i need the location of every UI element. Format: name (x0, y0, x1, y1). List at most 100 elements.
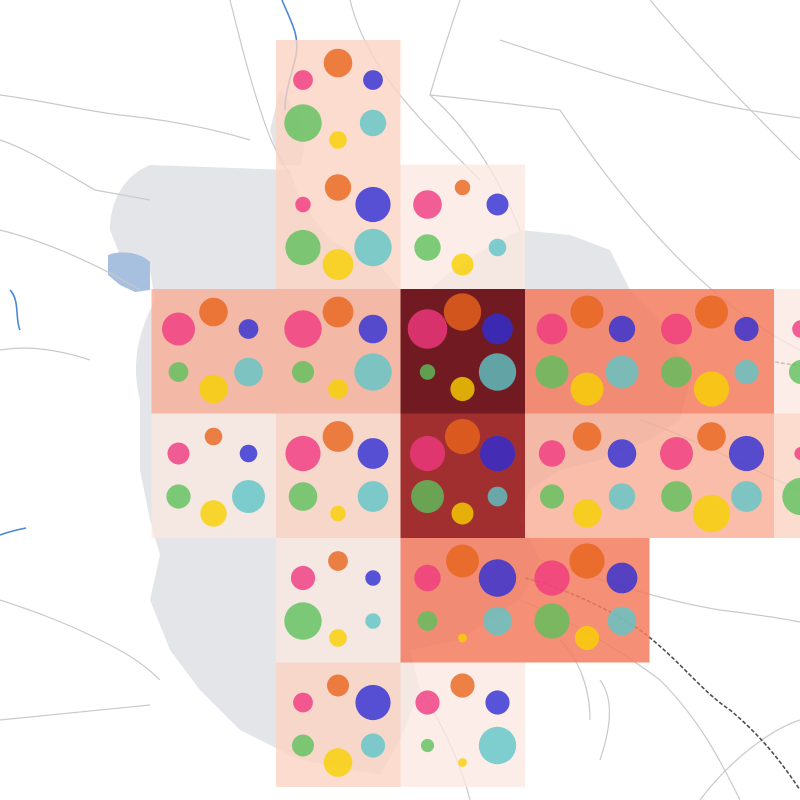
grid-cell[interactable] (774, 413, 800, 539)
glyph-circle (693, 371, 730, 407)
road (429, 0, 561, 111)
glyph-circle (239, 444, 258, 463)
glyph-circle (324, 174, 352, 201)
glyph-circle (420, 738, 435, 753)
glyph-circle (293, 70, 313, 90)
glyph-circle (572, 422, 602, 451)
glyph-circle (327, 674, 349, 697)
glyph-circle (482, 313, 513, 345)
glyph-circle (788, 359, 800, 385)
glyph-circle (414, 564, 441, 592)
glyph-circle (792, 320, 800, 338)
glyph-circle (238, 319, 259, 339)
glyph-circle (323, 748, 353, 777)
glyph-circle (605, 355, 639, 389)
glyph-circle (607, 606, 637, 636)
glyph-circle (608, 483, 636, 510)
road (0, 229, 141, 291)
grid-cell[interactable] (400, 164, 526, 290)
glyph-circle (731, 481, 762, 512)
glyph-circle (483, 606, 512, 636)
glyph-circle (661, 313, 692, 345)
glyph-circle (284, 602, 322, 640)
glyph-circle (534, 603, 570, 639)
glyph-circle (539, 484, 565, 509)
grid-cell[interactable] (276, 538, 401, 663)
grid-cell-fill (774, 413, 800, 538)
river (9, 289, 21, 331)
road (0, 139, 151, 201)
grid-cell[interactable] (276, 413, 401, 539)
glyph-circle (234, 357, 263, 387)
glyph-circle (478, 726, 517, 765)
glyph-circle (570, 372, 604, 406)
grid-cell[interactable] (400, 413, 526, 539)
glyph-circle (167, 442, 190, 465)
grid-cell[interactable] (649, 289, 775, 414)
glyph-circle (485, 690, 510, 715)
glyph-circle (162, 312, 195, 346)
glyph-circle (607, 439, 637, 468)
glyph-circle (323, 48, 353, 78)
glyph-circle (661, 356, 692, 388)
glyph-circle (357, 481, 389, 512)
glyph-circle (329, 629, 347, 647)
glyph-circle (608, 315, 636, 343)
glyph-circle (414, 234, 441, 261)
glyph-circle (479, 435, 516, 472)
road (0, 704, 151, 721)
glyph-circle (450, 673, 475, 698)
grid-cell[interactable] (649, 413, 775, 539)
grid-cell[interactable] (276, 662, 401, 788)
glyph-circle (661, 481, 692, 512)
road (0, 599, 161, 681)
grid-cell[interactable] (525, 538, 650, 663)
grid-cell[interactable] (400, 289, 526, 414)
grid-cell[interactable] (151, 289, 277, 414)
grid-cell[interactable] (525, 413, 650, 539)
glyph-circle (574, 625, 600, 651)
glyph-circle (446, 544, 479, 578)
road (0, 94, 251, 141)
glyph-circle (292, 361, 314, 383)
glyph-circle (357, 438, 389, 469)
grid-cell[interactable] (400, 538, 526, 663)
grid-cell[interactable] (276, 289, 401, 414)
glyph-circle (328, 379, 348, 399)
road (0, 347, 91, 361)
glyph-circle (322, 421, 354, 452)
glyph-circle (360, 733, 386, 758)
glyph-circle (458, 633, 467, 643)
grid-cell[interactable] (151, 413, 277, 539)
glyph-circle (355, 186, 391, 223)
grid-cell[interactable] (774, 289, 800, 414)
grid-cell[interactable] (276, 164, 401, 290)
glyph-circle (354, 353, 392, 391)
glyph-circle (204, 427, 223, 446)
glyph-circle (365, 613, 381, 629)
glyph-circle (536, 313, 568, 345)
glyph-circle (285, 229, 321, 266)
glyph-circle (295, 196, 311, 213)
glyph-circle (199, 374, 228, 404)
glyph-circle (454, 179, 471, 196)
glyph-circle (232, 480, 265, 513)
glyph-circle (478, 559, 517, 597)
glyph-circle (570, 295, 604, 329)
grid-cell[interactable] (525, 289, 650, 414)
glyph-circle (451, 502, 474, 525)
glyph-circle (458, 758, 467, 767)
grid-cell[interactable] (276, 40, 401, 165)
glyph-circle (695, 295, 728, 329)
glyph-circle (166, 484, 191, 509)
grid-cell-fill (774, 289, 800, 414)
glyph-circle (292, 734, 314, 757)
glyph-circle (415, 690, 440, 715)
glyph-circle (692, 494, 731, 533)
glyph-circle (538, 440, 566, 467)
glyph-circle (488, 238, 507, 257)
grid-cell[interactable] (400, 662, 526, 788)
glyph-circle (322, 249, 354, 280)
